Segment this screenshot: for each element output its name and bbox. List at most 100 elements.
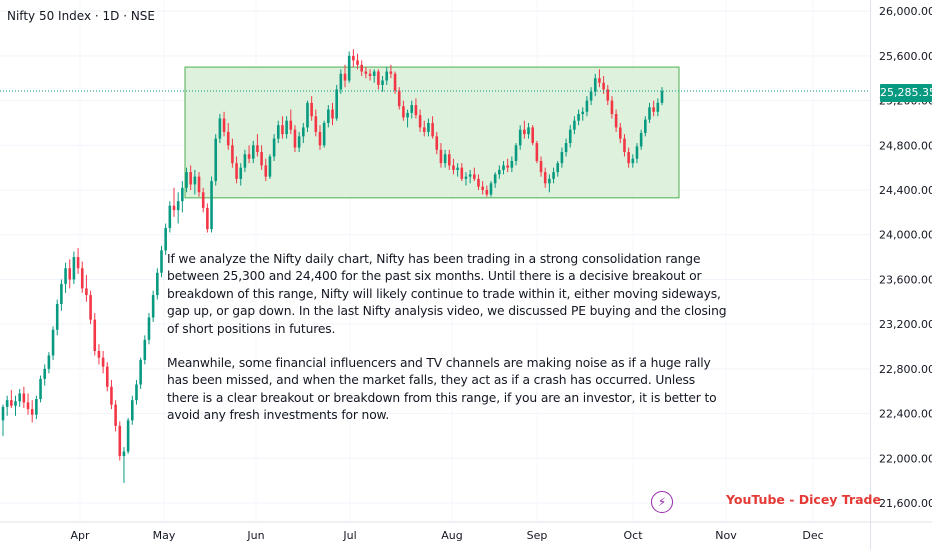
candle-body [143,339,147,360]
x-tick-label: May [153,529,176,542]
candle-body [493,174,497,184]
candle-body [427,122,430,132]
candle-body [105,366,109,387]
candle-body [147,317,151,340]
lightning-bolt-icon[interactable]: ⚡ [651,491,673,513]
annotation-paragraph-1: If we analyze the Nifty daily chart, Nif… [167,252,727,336]
candle-body [568,129,572,144]
x-tick-label: Dec [802,529,823,542]
candle-body [197,176,201,193]
candle-body [293,129,297,148]
candle-body [168,205,172,229]
candle-body [64,268,67,284]
candle-body [397,90,401,107]
candle-body [139,359,142,385]
candle-body [502,165,505,170]
y-tick-label: 22,000.00 [879,452,932,465]
candle-body [439,149,443,164]
candle-body [231,145,234,164]
candle-body [272,138,276,157]
candle-body [5,400,9,407]
candle-body [618,127,622,139]
candle-body [402,106,405,118]
candle-body [460,167,464,179]
candle-body [101,357,105,367]
candle-body [222,118,226,132]
candle-body [93,319,97,351]
candle-body [623,138,626,153]
candle-body [489,183,493,195]
candle-body [418,115,422,128]
candle-body [377,71,380,85]
candle-body [47,355,51,369]
candle-body [18,393,21,402]
candle-body [276,125,280,139]
x-tick-label: Nov [715,529,737,542]
candle-body [51,329,55,356]
candle-body [110,386,113,405]
x-tick-label: Jun [246,529,264,542]
analysis-annotation: If we analyze the Nifty daily chart, Nif… [167,251,727,425]
candle-body [55,304,59,330]
candle-body [22,393,26,403]
candle-body [589,91,593,101]
candle-body [560,152,564,164]
candle-body [385,71,389,81]
candle-body [26,402,30,410]
candle-body [10,400,13,406]
candle-body [302,127,305,137]
candle-body [214,138,218,182]
candle-body [114,404,117,426]
candle-body [506,165,509,168]
candle-body [339,73,343,90]
candle-body [639,133,643,147]
candle-body [260,152,263,166]
candle-body [481,186,484,191]
candle-body [543,172,547,184]
candle-body [498,169,501,175]
candle-body [606,89,610,101]
candle-body [193,176,197,185]
candle-body [281,125,284,135]
symbol-title[interactable]: Nifty 50 Index · 1D · NSE [7,9,156,23]
candle-body [514,145,518,161]
x-tick-label: Apr [70,529,90,542]
candle-body [43,368,47,379]
candle-body [172,205,176,211]
candle-body [473,174,476,179]
candle-body [564,143,568,153]
candle-body [35,399,38,415]
candle-body [510,160,514,168]
candle-body [468,174,472,177]
candle-body [164,228,167,251]
x-tick-label: Sep [527,529,548,542]
x-tick-label: Oct [623,529,643,542]
candle-body [306,102,309,128]
candle-body [80,268,84,289]
candle-body [527,127,530,135]
candle-body [131,400,134,421]
candle-body [656,102,660,112]
candle-body [118,425,122,457]
candle-body [72,257,76,280]
candle-body [327,109,330,123]
candle-body [539,160,543,173]
candle-body [30,409,34,415]
candle-body [531,127,534,144]
y-tick-label: 24,400.00 [879,184,932,197]
candle-body [60,283,63,305]
candle-body [206,207,209,230]
candle-body [431,122,434,137]
candle-body [389,71,393,74]
candle-body [210,181,213,230]
annotation-paragraph-2: Meanwhile, some financial influencers an… [167,356,717,423]
candle-body [356,60,359,65]
candle-body [447,154,451,166]
candle-body [393,73,397,91]
candle-body [523,129,526,135]
candle-body [422,127,426,132]
candle-body [251,145,255,159]
y-tick-label: 24,800.00 [879,139,932,152]
candle-body [660,91,664,103]
